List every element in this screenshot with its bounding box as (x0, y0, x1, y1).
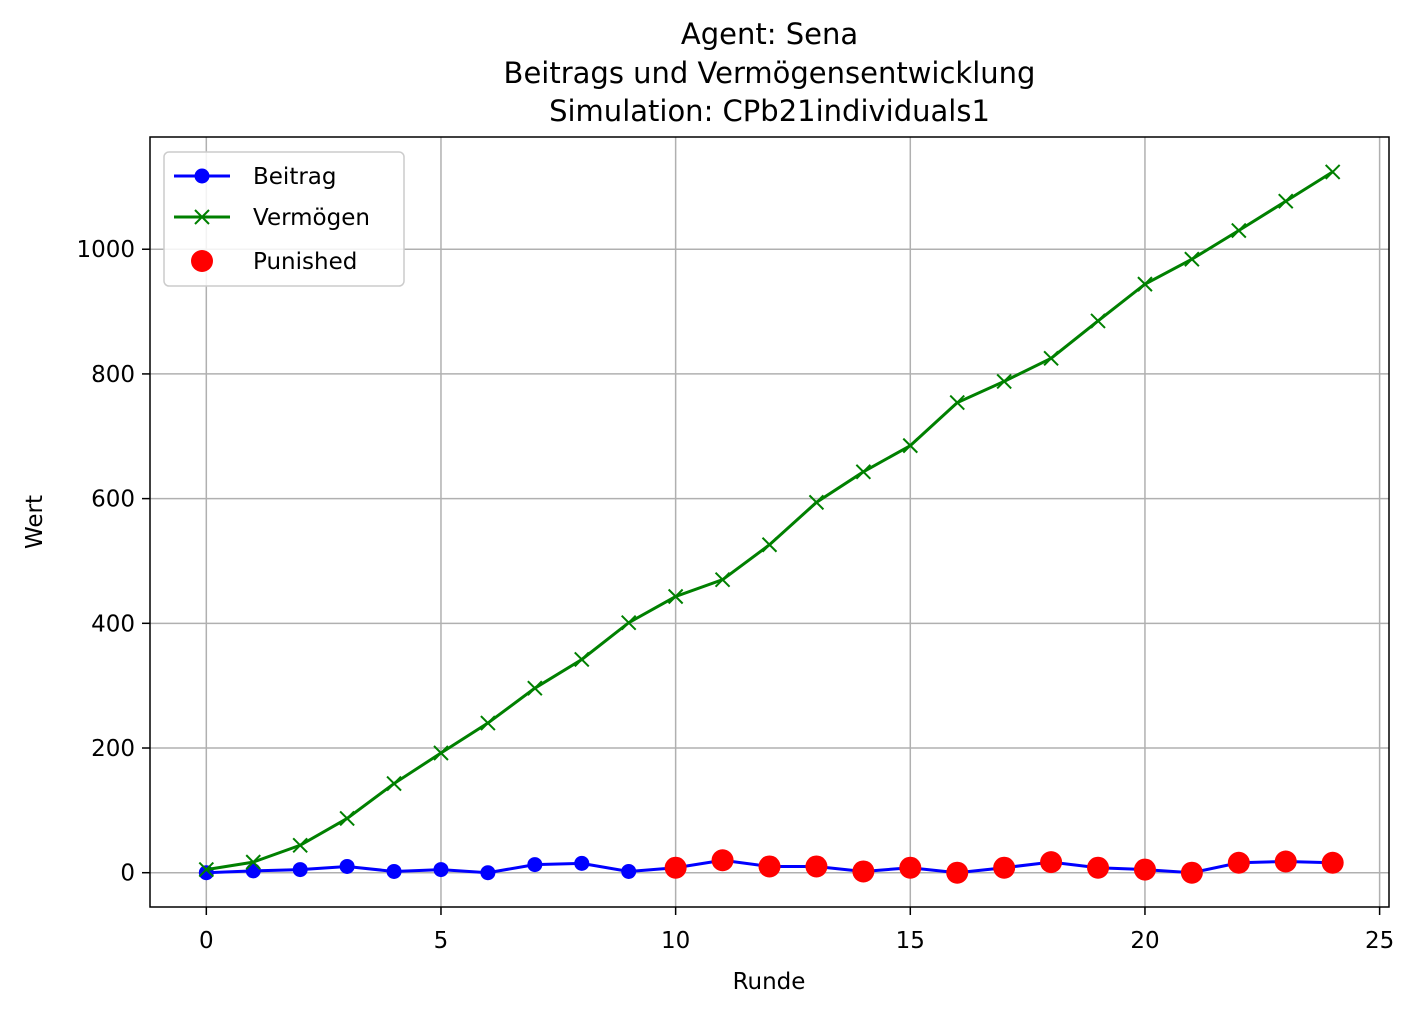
point-vermoegen (245, 854, 261, 870)
point-punished (1087, 856, 1110, 879)
point-punished (758, 855, 781, 878)
point-vermoegen (855, 464, 872, 480)
point-vermoegen (1090, 313, 1106, 329)
y-tick-label: 1000 (76, 237, 135, 263)
point-beitrag (574, 855, 590, 871)
axis-ticks: 0 5 10 15 20 25 0 200 400 600 800 1000 (76, 237, 1394, 954)
point-vermoegen (902, 437, 919, 454)
chart-title-line-1: Agent: Sena (680, 17, 859, 51)
point-vermoegen (198, 861, 215, 878)
point-vermoegen (386, 775, 402, 792)
point-vermoegen (339, 810, 355, 827)
point-punished (993, 856, 1016, 879)
point-vermoegen (292, 837, 308, 853)
point-beitrag (621, 863, 637, 879)
point-punished (946, 861, 969, 884)
point-beitrag (386, 863, 402, 879)
legend-vermoegen-label: Vermögen (253, 205, 370, 231)
point-beitrag (339, 858, 355, 874)
point-vermoegen (574, 651, 590, 668)
plot-frame (149, 136, 1390, 908)
point-vermoegen (808, 494, 825, 511)
x-tick-label: 25 (1365, 928, 1394, 954)
point-punished (1133, 858, 1156, 881)
legend-box (163, 151, 405, 287)
y-tick-label: 400 (91, 611, 135, 637)
x-axis-label: Runde (733, 969, 806, 995)
point-punished (664, 856, 687, 879)
point-vermoegen (1184, 251, 1200, 267)
legend-beitrag-label: Beitrag (253, 164, 337, 190)
y-tick-label: 200 (91, 736, 135, 762)
point-vermoegen (1231, 222, 1247, 239)
legend: Beitrag Vermögen Punished (163, 151, 405, 287)
point-punished (1040, 851, 1063, 874)
legend-beitrag-marker (194, 168, 210, 184)
y-tick-label: 600 (91, 487, 135, 513)
y-tick-label: 800 (91, 362, 135, 388)
x-tick-label: 15 (896, 928, 925, 954)
point-vermoegen (620, 614, 637, 631)
series-layer (198, 164, 1344, 884)
point-vermoegen (996, 373, 1012, 390)
point-vermoegen (949, 394, 965, 411)
point-vermoegen (480, 715, 496, 731)
point-vermoegen (714, 571, 731, 588)
chart-title-line-3: Simulation: CPb21individuals1 (549, 94, 990, 128)
point-beitrag (292, 862, 308, 878)
legend-vermoegen-marker (194, 209, 210, 225)
point-beitrag (480, 865, 496, 881)
x-tick-label: 0 (199, 928, 214, 954)
legend-punished-label: Punished (253, 249, 357, 275)
y-tick-label: 0 (120, 861, 135, 887)
point-beitrag (433, 862, 449, 878)
point-punished (1274, 850, 1297, 873)
point-punished (711, 849, 734, 872)
y-axis-label: Wert (22, 495, 48, 549)
x-tick-label: 10 (661, 928, 690, 954)
point-punished (1180, 861, 1203, 884)
x-tick-label: 5 (434, 928, 449, 954)
point-vermoegen (1324, 164, 1341, 180)
point-beitrag (245, 863, 261, 879)
chart-title-line-2: Beitrags und Vermögensentwicklung (503, 56, 1036, 90)
point-vermoegen (1278, 193, 1294, 209)
x-tick-label: 20 (1130, 928, 1159, 954)
point-punished (1227, 851, 1250, 874)
point-punished (899, 856, 922, 879)
point-vermoegen (1043, 350, 1059, 367)
point-vermoegen (1137, 276, 1153, 292)
point-vermoegen (667, 588, 684, 605)
legend-punished-marker (191, 250, 213, 272)
point-punished (852, 860, 875, 883)
point-punished (805, 855, 828, 878)
point-beitrag (527, 857, 543, 873)
point-punished (1321, 851, 1344, 874)
point-vermoegen (433, 745, 449, 761)
point-vermoegen (761, 537, 778, 553)
point-vermoegen (527, 680, 543, 696)
